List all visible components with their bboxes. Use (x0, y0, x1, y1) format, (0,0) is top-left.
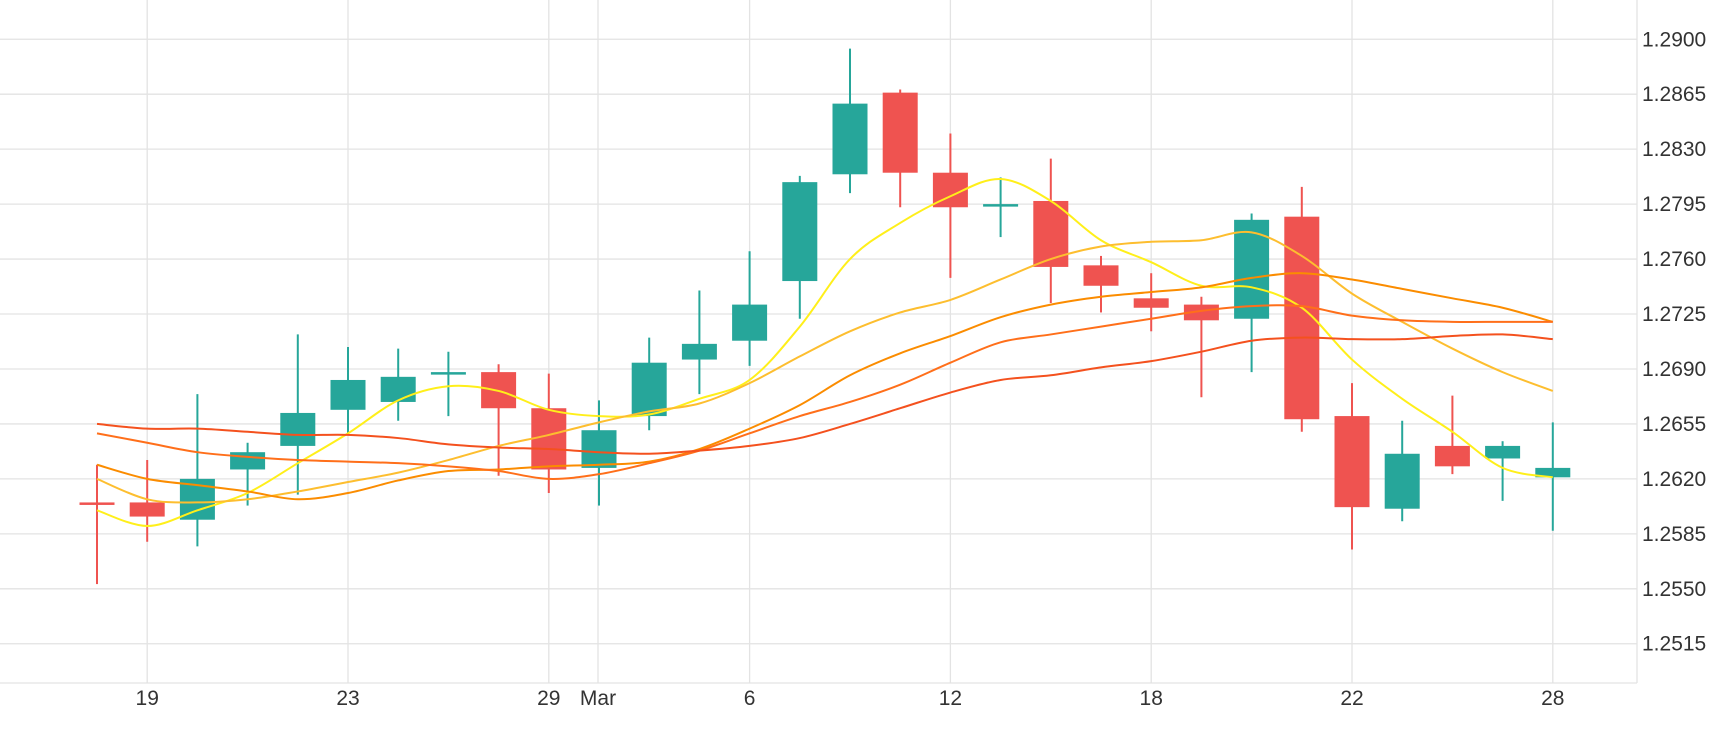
x-tick-label: 29 (537, 687, 560, 710)
y-tick-label: 1.2690 (1642, 358, 1706, 381)
x-tick-label: 6 (744, 687, 756, 710)
candle-body-down (1434, 445, 1470, 467)
candle-body-up (983, 204, 1019, 207)
x-tick-label: 12 (939, 687, 962, 710)
moving-average-line (96, 177, 1553, 527)
y-tick-label: 1.2900 (1642, 28, 1706, 51)
candle-body-up (681, 343, 717, 360)
moving-average-layer (96, 177, 1554, 527)
x-tick-label: 18 (1140, 687, 1163, 710)
y-tick-label: 1.2550 (1642, 578, 1706, 601)
y-tick-label: 1.2725 (1642, 303, 1706, 326)
moving-average-line (96, 333, 1553, 455)
candle-body-down (531, 408, 567, 470)
candle-body-down (1183, 304, 1219, 321)
candle-body-up (631, 362, 667, 417)
candle-body-up (280, 412, 316, 446)
candle-body-down (129, 502, 165, 517)
y-tick-label: 1.2585 (1642, 523, 1706, 546)
y-tick-label: 1.2655 (1642, 413, 1706, 436)
x-tick-label: 23 (336, 687, 359, 710)
candle-body-up (230, 452, 266, 470)
candle-body-up (732, 304, 768, 341)
candle-body-up (782, 182, 818, 282)
candle-body-up (430, 372, 466, 375)
candle-body-up (1535, 467, 1571, 478)
candle-layer (79, 48, 1571, 585)
candle-body-down (882, 92, 918, 173)
moving-average-line (96, 230, 1554, 504)
y-tick-label: 1.2795 (1642, 193, 1706, 216)
y-tick-label: 1.2515 (1642, 633, 1706, 656)
candle-body-down (79, 502, 115, 505)
x-tick-label: 28 (1541, 687, 1564, 710)
grid-layer (0, 0, 1638, 684)
candle-body-up (330, 379, 366, 410)
moving-average-line (96, 272, 1554, 501)
candle-body-up (1384, 453, 1420, 509)
x-tick-label: Mar (580, 687, 616, 710)
candle-body-up (832, 103, 868, 175)
axis-layer: 1.2900 1.2865 1.2830 1.2795 1.2760 1.2725 1.26… (136, 28, 1707, 710)
moving-average-line (96, 304, 1553, 480)
candle-body-down (1334, 416, 1370, 508)
x-tick-label: 19 (136, 687, 159, 710)
y-tick-label: 1.2620 (1642, 468, 1706, 491)
candle-body-down (1133, 298, 1169, 308)
candle-body-up (581, 430, 617, 468)
y-tick-label: 1.2830 (1642, 138, 1706, 161)
candle-body-up (380, 376, 416, 402)
y-tick-label: 1.2865 (1642, 83, 1706, 106)
y-tick-label: 1.2760 (1642, 248, 1706, 271)
candle-body-down (1083, 265, 1119, 286)
candle-body-up (1485, 445, 1521, 459)
x-tick-label: 22 (1340, 687, 1363, 710)
